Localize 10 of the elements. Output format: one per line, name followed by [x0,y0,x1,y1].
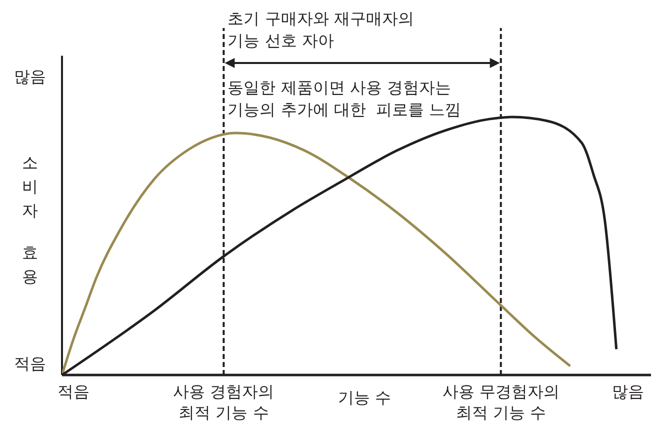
x-tick-label: 사용 무경험자의 최적 기능 수 [442,382,560,422]
x-tick-label: 많음 [612,382,644,401]
text: 적음 [14,354,46,373]
x-tick-label: 적음 [58,382,90,401]
text: 많음 [14,67,46,86]
text: 초기 구매자와 재구매자의 기능 선호 자아 [228,9,414,50]
x-axis-title: 기능 수 [338,388,392,407]
text: 소비자 효용 [22,153,38,286]
x-tick-label: 사용 경험자의 최적 기능 수 [173,382,274,422]
annotation: 동일한 제품이면 사용 경험자는 기능의 추가에 대한 피로를 느낌 [228,78,462,119]
